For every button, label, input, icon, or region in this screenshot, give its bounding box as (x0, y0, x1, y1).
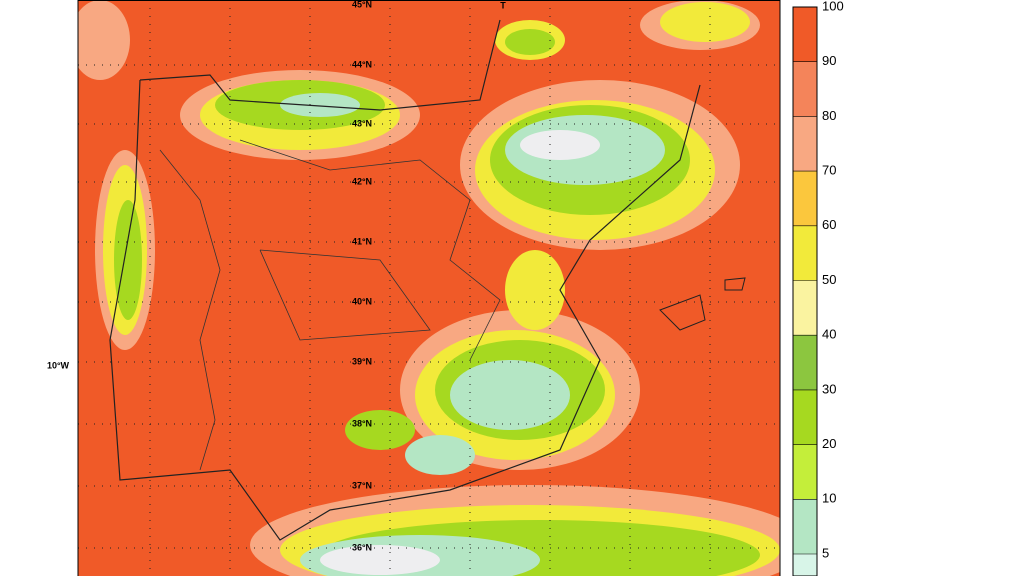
colorbar-segment (793, 444, 817, 500)
lon-label: 10°W (47, 360, 70, 370)
map-labels: 45°N 44°N 43°N 42°N 41°N 40°N 39°N 38°N 37°N 36°N (352, 0, 372, 552)
colorbar-label: 100 (822, 0, 844, 13)
north-marker: T (500, 0, 506, 10)
colorbar-segment (793, 7, 817, 63)
colorbar-segment (793, 335, 817, 391)
colorbar-label: 40 (822, 327, 836, 342)
colorbar-label: 70 (822, 163, 836, 178)
graticule (78, 0, 780, 576)
colorbar-label: 30 (822, 381, 836, 396)
lowest-zone (320, 130, 600, 575)
islands (659, 277, 746, 331)
lat-label: 40°N (352, 296, 372, 306)
map (78, 0, 780, 576)
colorbar-segment (793, 225, 817, 281)
colorbar-label: 80 (822, 108, 836, 123)
lat-label: 43°N (352, 118, 372, 128)
colorbar-segment (793, 61, 817, 117)
colorbar-label: 10 (822, 491, 836, 506)
lat-label: 44°N (352, 59, 372, 69)
colorbar: 100 90 80 70 60 50 40 30 20 10 5 (792, 0, 844, 581)
colorbar-label: 20 (822, 436, 836, 451)
lat-label: 36°N (352, 542, 372, 552)
colorbar-segment (793, 499, 817, 555)
colorbar-segment (793, 171, 817, 227)
lat-label: 41°N (352, 236, 372, 246)
colorbar-label: 60 (822, 217, 836, 232)
lat-label: 45°N (352, 0, 372, 9)
colorbar-label: 50 (822, 272, 836, 287)
lat-label: 39°N (352, 356, 372, 366)
lat-label: 37°N (352, 480, 372, 490)
colorbar-segment (793, 554, 817, 581)
colorbar-segment (793, 389, 817, 446)
lat-label: 38°N (352, 418, 372, 428)
colorbar-label: 90 (822, 53, 836, 68)
lat-label: 42°N (352, 176, 372, 186)
colorbar-segment (793, 280, 817, 336)
colorbar-segment (793, 116, 817, 172)
colorbar-label: 5 (822, 545, 829, 560)
coastline (109, 19, 701, 541)
